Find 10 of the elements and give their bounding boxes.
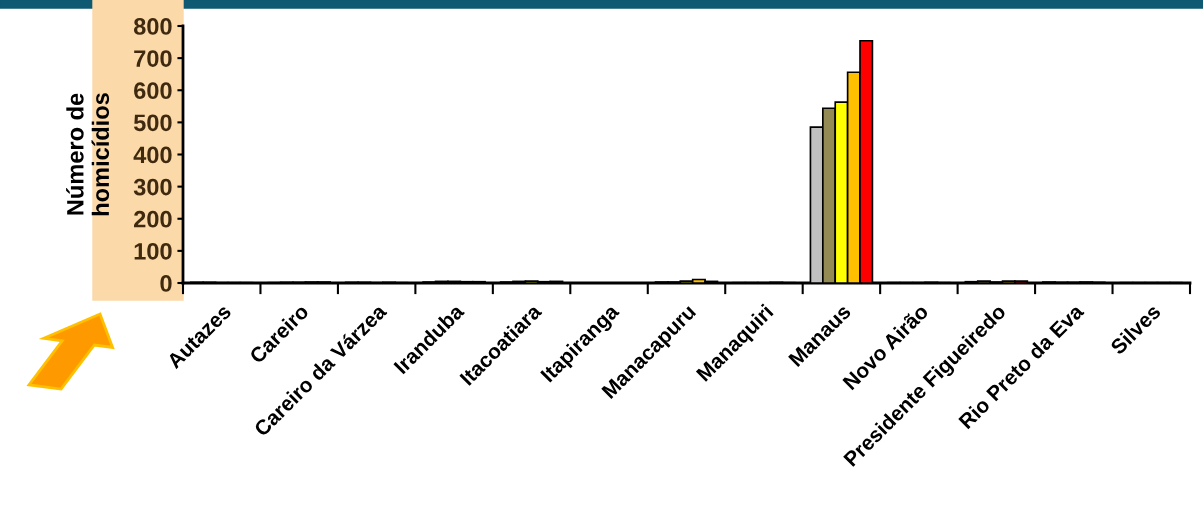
y-tick-label: 100: [134, 242, 172, 260]
y-tick-label: 0: [160, 275, 172, 292]
y-tick-label: 800: [133, 18, 172, 35]
y-tick-label: 700: [134, 50, 172, 67]
y-tick-label: 200: [134, 210, 172, 228]
y-tick-label: 400: [133, 146, 172, 164]
y-tick-label: 600: [134, 82, 172, 100]
y-tick-label: 500: [133, 114, 172, 132]
y-axis-title: Número de homicídios: [66, 93, 110, 216]
y-tick-label: 300: [133, 178, 172, 196]
